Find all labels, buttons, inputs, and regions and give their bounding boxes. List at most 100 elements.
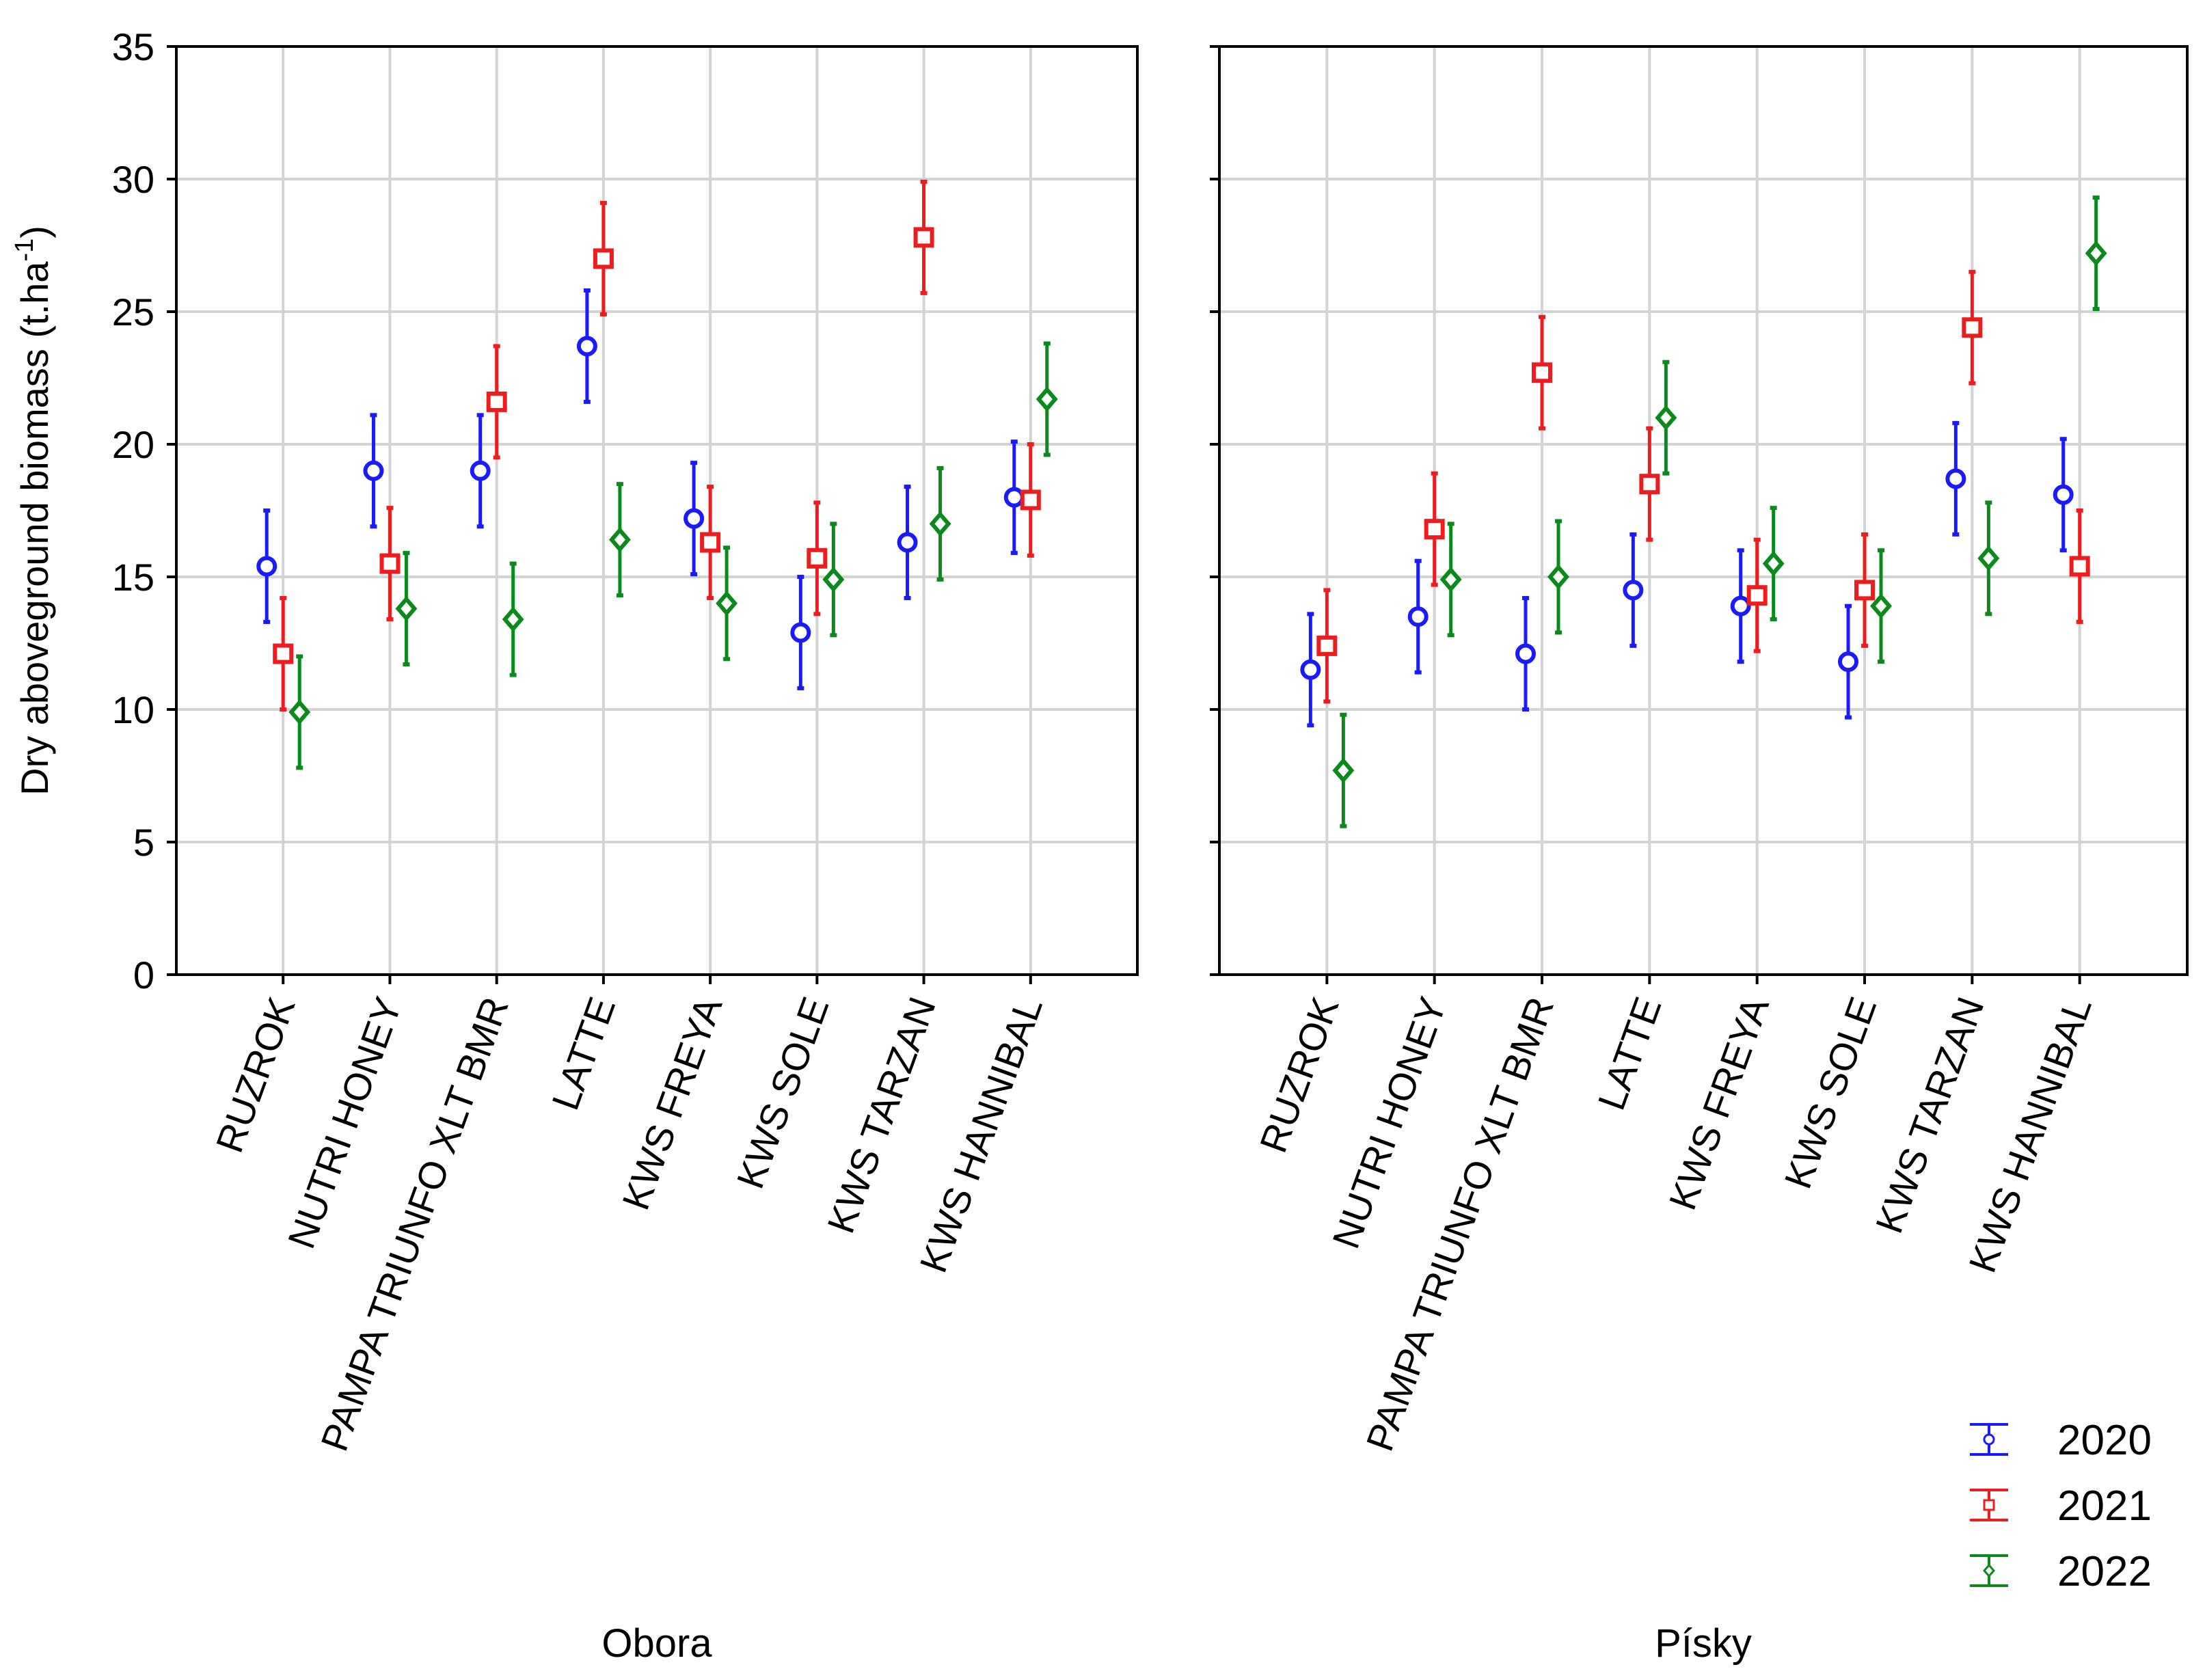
marker-circle (1300, 659, 1321, 680)
data-point-2021-latte (593, 200, 614, 316)
marker-diamond (395, 595, 418, 622)
data-point-2020-kws-sole (790, 575, 811, 690)
marker-circle (1838, 651, 1858, 673)
y-axis-title-suffix: ) (13, 226, 56, 239)
y-axis-label: Dry aboveground biomass (t.ha-1) (10, 226, 56, 796)
y-tick-label: 35 (112, 25, 154, 68)
legend-label: 2021 (2057, 1482, 2152, 1530)
data-point-2021-kws-freya (1746, 537, 1768, 653)
data-point-2020-kws-tarzan (1945, 420, 1966, 537)
data-point-2020-ruzrok (1300, 612, 1321, 728)
data-point-2020-kws-freya (684, 461, 705, 577)
data-point-2021-kws-hannibal (1020, 442, 1041, 558)
data-point-2020-latte (576, 288, 597, 404)
data-point-2022-pampa-triunfo-xlt-bmr (1547, 519, 1569, 635)
legend-marker-square (1983, 1499, 1995, 1511)
marker-square (379, 553, 401, 574)
y-tick-label: 0 (133, 953, 154, 997)
data-point-2021-kws-hannibal (2069, 509, 2090, 624)
marker-square (1962, 317, 1983, 338)
data-point-2022-kws-hannibal (2085, 195, 2107, 312)
marker-square (807, 547, 828, 569)
data-point-2022-latte (1655, 360, 1677, 476)
legend-item-2020: 2020 (1970, 1417, 2152, 1464)
data-point-2022-kws-sole (1870, 548, 1892, 664)
marker-circle (363, 460, 384, 481)
marker-square (593, 248, 614, 269)
marker-square (913, 227, 934, 248)
marker-circle (1515, 643, 1536, 664)
data-point-2021-ruzrok (1316, 588, 1338, 704)
marker-circle (2053, 484, 2074, 505)
panel-title: Obora (601, 1621, 712, 1666)
data-point-2020-nutri-honey (363, 413, 384, 529)
data-point-2021-nutri-honey (1424, 471, 1445, 587)
data-point-2022-pampa-triunfo-xlt-bmr (502, 561, 524, 677)
marker-circle (1003, 487, 1025, 508)
marker-circle (1730, 595, 1751, 617)
data-point-2022-kws-tarzan (1977, 500, 2000, 617)
marker-diamond (2085, 241, 2107, 267)
data-point-2020-pampa-triunfo-xlt-bmr (1515, 596, 1536, 712)
legend-item-2021: 2021 (1970, 1482, 2152, 1530)
data-point-2020-kws-freya (1730, 548, 1751, 664)
data-point-2021-kws-sole (1854, 532, 1875, 648)
panel-title: Písky (1655, 1621, 1752, 1666)
data-point-2021-kws-freya (700, 485, 721, 601)
marker-diamond (929, 511, 951, 537)
data-point-2021-latte (1639, 426, 1660, 542)
data-point-2020-kws-tarzan (897, 485, 918, 601)
y-tick-label: 10 (112, 688, 154, 731)
data-point-2020-ruzrok (256, 509, 278, 624)
marker-diamond (1762, 550, 1785, 577)
data-point-2022-kws-sole (822, 521, 845, 638)
legend-label: 2022 (2057, 1548, 2152, 1595)
marker-diamond (288, 699, 311, 725)
marker-square (1424, 519, 1445, 540)
marker-diamond (1036, 386, 1058, 412)
marker-diamond (716, 591, 738, 617)
marker-diamond (1977, 545, 2000, 571)
plot-frame (1218, 45, 2189, 976)
marker-diamond (822, 567, 845, 593)
plot-frame (175, 45, 1139, 976)
data-point-2021-kws-sole (807, 500, 828, 617)
marker-diamond (1547, 564, 1569, 590)
marker-square (486, 391, 507, 412)
data-point-2021-kws-tarzan (913, 179, 934, 295)
marker-square (1020, 489, 1041, 511)
marker-diamond (1655, 405, 1677, 431)
marker-diamond (1870, 593, 1892, 619)
data-point-2020-nutri-honey (1407, 558, 1429, 675)
data-point-2020-kws-sole (1838, 604, 1858, 720)
data-point-2022-ruzrok (1332, 712, 1355, 828)
y-axis-title-exponent: -1 (10, 239, 39, 262)
marker-circle (897, 532, 918, 553)
marker-square (1316, 635, 1338, 656)
marker-square (1639, 474, 1660, 495)
y-tick-label: 30 (112, 158, 154, 201)
data-point-2021-pampa-triunfo-xlt-bmr (1532, 314, 1552, 431)
marker-circle (470, 460, 491, 481)
y-axis-title: Dry aboveground biomass (t.ha-1) (10, 226, 56, 796)
legend-marker-diamond (1983, 1563, 1995, 1578)
data-point-2022-nutri-honey (1439, 521, 1462, 638)
marker-square (273, 643, 294, 664)
y-tick-label: 5 (133, 821, 154, 864)
marker-circle (1945, 468, 1966, 489)
marker-circle (790, 622, 811, 643)
legend-marker-circle (1983, 1433, 1995, 1446)
data-point-2021-pampa-triunfo-xlt-bmr (486, 344, 507, 460)
data-point-2020-pampa-triunfo-xlt-bmr (470, 413, 491, 529)
marker-diamond (608, 527, 631, 553)
data-point-2022-kws-freya (1762, 506, 1785, 622)
data-point-2021-nutri-honey (379, 506, 401, 622)
data-point-2021-ruzrok (273, 596, 294, 712)
data-point-2020-kws-hannibal (2053, 437, 2074, 553)
data-point-2022-nutri-honey (395, 551, 418, 667)
y-tick-label: 25 (112, 290, 154, 334)
legend-label: 2020 (2057, 1417, 2152, 1464)
data-point-2022-kws-hannibal (1036, 341, 1058, 457)
legend-item-2022: 2022 (1970, 1548, 2152, 1595)
